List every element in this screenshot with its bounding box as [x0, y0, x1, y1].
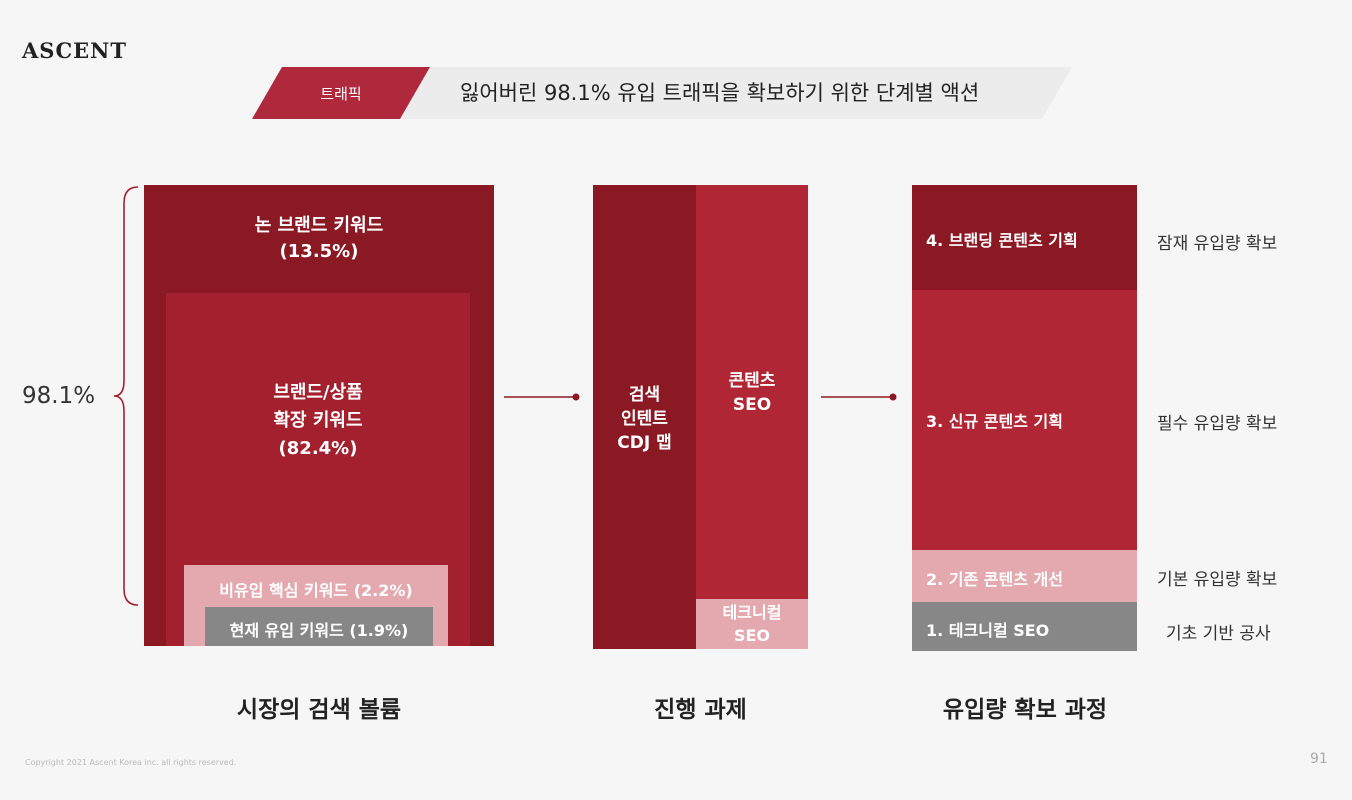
tech-line1: 테크니컬: [722, 603, 782, 622]
tech-line2: SEO: [733, 626, 771, 645]
side-label-potential: 잠재 유입량 확보: [1157, 234, 1278, 254]
side-label-essential: 필수 유입량 확보: [1157, 414, 1278, 434]
content-seo-box: 콘텐츠 SEO: [696, 185, 808, 599]
current-keyword-box: 현재 유입 키워드 (1.9%): [205, 607, 433, 646]
step-1-box: 1. 테크니컬 SEO: [912, 602, 1137, 651]
right-caption: 유입량 확보 과정: [942, 697, 1108, 723]
step-2-label: 2. 기존 콘텐츠 개선: [926, 570, 1063, 589]
page-number: 91: [1310, 751, 1328, 767]
intent-line3: CDJ 맵: [617, 433, 672, 453]
step-2-box: 2. 기존 콘텐츠 개선: [912, 550, 1137, 602]
copyright: Copyright 2021 Ascent Korea inc. all rig…: [25, 758, 237, 767]
technical-seo-box: 테크니컬 SEO: [696, 599, 808, 649]
side-label-basic: 기본 유입량 확보: [1157, 570, 1278, 590]
current-label: 현재 유입 키워드 (1.9%): [229, 621, 409, 640]
content-line2: SEO: [732, 395, 772, 415]
arrow-connector-2: [821, 393, 897, 401]
brand-label-line1: 브랜드/상품: [273, 382, 363, 403]
search-intent-box: 검색 인텐트 CDJ 맵: [593, 185, 696, 649]
left-caption: 시장의 검색 볼륨: [236, 697, 402, 723]
logo: ASCENT: [22, 38, 128, 63]
step-4-label: 4. 브랜딩 콘텐츠 기획: [926, 231, 1078, 250]
intent-line2: 인텐트: [621, 409, 668, 429]
non-brand-percent: (13.5%): [279, 241, 359, 262]
arrow-connector-1: [504, 393, 580, 401]
side-label-foundation: 기초 기반 공사: [1166, 624, 1271, 644]
non-brand-label: 논 브랜드 키워드: [254, 215, 384, 236]
step-3-label: 3. 신규 콘텐츠 기획: [926, 412, 1063, 431]
middle-caption: 진행 과제: [654, 697, 747, 723]
content-line1: 콘텐츠: [728, 371, 776, 391]
brand-percent: (82.4%): [278, 438, 358, 459]
step-4-box: 4. 브랜딩 콘텐츠 기획: [912, 185, 1137, 290]
non-inflow-label: 비유입 핵심 키워드 (2.2%): [219, 581, 413, 600]
brace-icon: [113, 186, 139, 606]
intent-line1: 검색: [628, 385, 661, 405]
page-title: 잃어버린 98.1% 유입 트래픽을 확보하기 위한 단계별 액션: [460, 81, 980, 105]
step-3-box: 3. 신규 콘텐츠 기획: [912, 290, 1137, 550]
step-1-label: 1. 테크니컬 SEO: [926, 621, 1050, 640]
section-tag: 트래픽: [252, 67, 430, 119]
brand-label-line2: 확장 키워드: [273, 410, 363, 431]
total-percent: 98.1%: [22, 383, 96, 409]
